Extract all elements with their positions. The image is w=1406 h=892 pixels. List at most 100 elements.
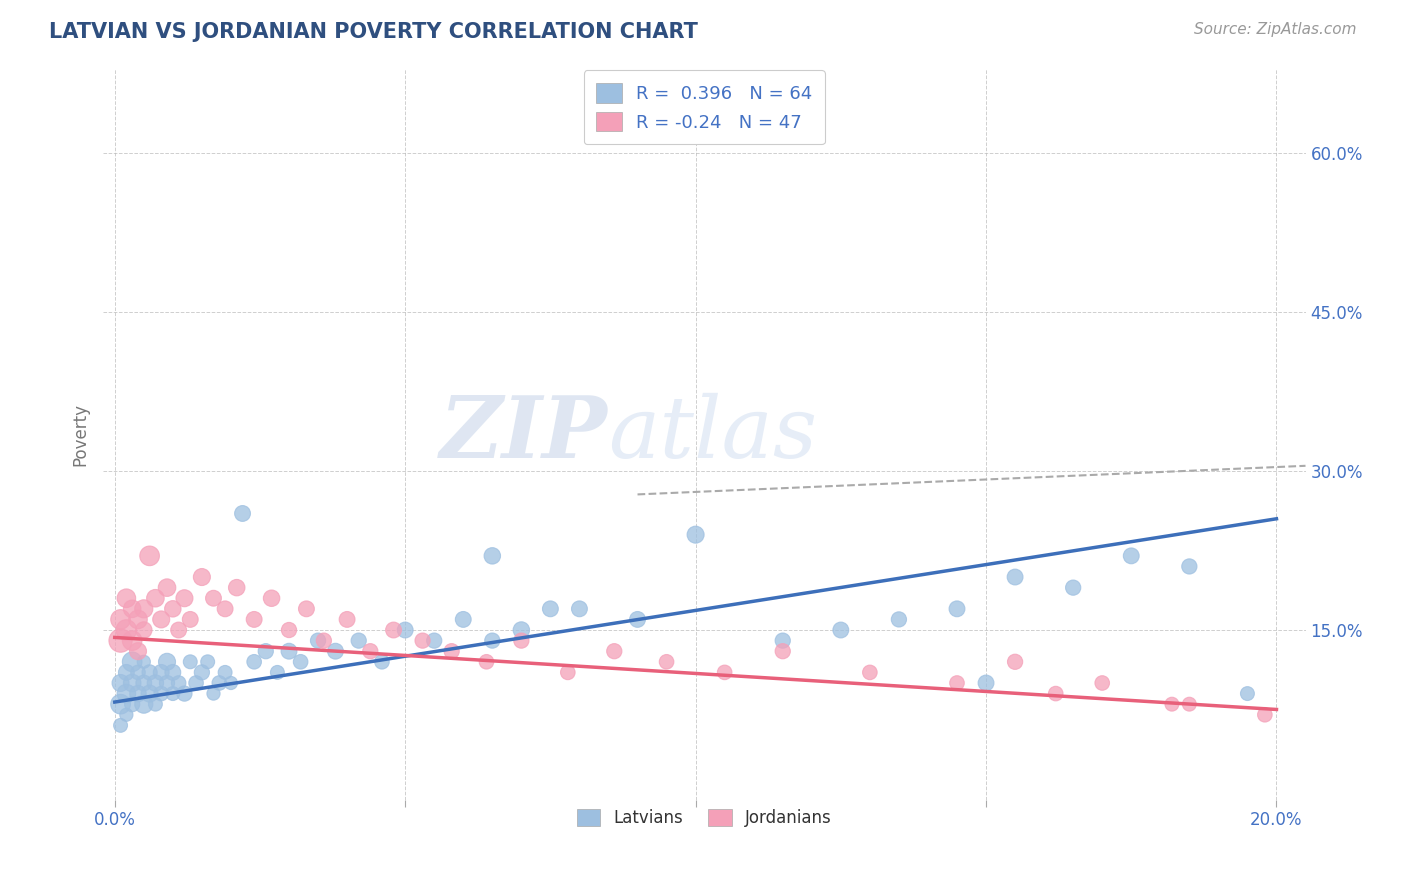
Point [191, 570, 214, 584]
Point [127, 665, 149, 680]
Point [179, 612, 201, 626]
Point [115, 623, 138, 637]
Point [440, 644, 463, 658]
Point [254, 644, 277, 658]
Point [655, 655, 678, 669]
Point [347, 633, 370, 648]
Point [208, 676, 231, 690]
Point [359, 644, 381, 658]
Point [138, 687, 160, 701]
Point [145, 591, 167, 606]
Point [162, 687, 184, 701]
Point [423, 633, 446, 648]
Point [121, 697, 143, 711]
Point [1236, 687, 1258, 701]
Point [887, 612, 910, 626]
Point [685, 527, 707, 541]
Point [974, 676, 997, 690]
Point [214, 602, 236, 616]
Point [371, 655, 394, 669]
Point [191, 665, 214, 680]
Point [1254, 707, 1277, 722]
Point [173, 591, 195, 606]
Point [150, 687, 173, 701]
Point [179, 655, 201, 669]
Point [162, 602, 184, 616]
Point [260, 591, 283, 606]
Point [1161, 697, 1184, 711]
Point [121, 676, 143, 690]
Point [156, 676, 179, 690]
Point [121, 602, 143, 616]
Text: ZIP: ZIP [440, 392, 609, 475]
Point [110, 633, 132, 648]
Point [1091, 676, 1114, 690]
Point [173, 687, 195, 701]
Point [412, 633, 434, 648]
Point [150, 665, 173, 680]
Point [1004, 570, 1026, 584]
Text: atlas: atlas [609, 392, 817, 475]
Point [167, 676, 190, 690]
Point [167, 623, 190, 637]
Point [481, 633, 503, 648]
Point [197, 655, 219, 669]
Text: LATVIAN VS JORDANIAN POVERTY CORRELATION CHART: LATVIAN VS JORDANIAN POVERTY CORRELATION… [49, 22, 699, 42]
Point [626, 612, 648, 626]
Point [202, 591, 225, 606]
Point [156, 581, 179, 595]
Point [138, 665, 160, 680]
Point [475, 655, 498, 669]
Point [713, 665, 735, 680]
Point [132, 602, 155, 616]
Point [115, 707, 138, 722]
Point [451, 612, 474, 626]
Point [110, 718, 132, 732]
Point [132, 697, 155, 711]
Point [295, 602, 318, 616]
Point [184, 676, 207, 690]
Point [132, 623, 155, 637]
Point [1178, 559, 1201, 574]
Point [110, 612, 132, 626]
Text: Source: ZipAtlas.com: Source: ZipAtlas.com [1194, 22, 1357, 37]
Point [214, 665, 236, 680]
Point [156, 655, 179, 669]
Point [557, 665, 579, 680]
Point [1121, 549, 1143, 563]
Point [312, 633, 335, 648]
Point [127, 644, 149, 658]
Point [127, 612, 149, 626]
Point [772, 633, 794, 648]
Point [336, 612, 359, 626]
Point [115, 687, 138, 701]
Point [859, 665, 882, 680]
Point [145, 697, 167, 711]
Point [830, 623, 852, 637]
Point [121, 655, 143, 669]
Point [115, 665, 138, 680]
Point [162, 665, 184, 680]
Point [110, 676, 132, 690]
Point [946, 602, 969, 616]
Point [278, 644, 301, 658]
Point [772, 644, 794, 658]
Point [538, 602, 561, 616]
Point [510, 633, 533, 648]
Point [219, 676, 242, 690]
Point [603, 644, 626, 658]
Point [138, 549, 160, 563]
Point [946, 676, 969, 690]
Point [481, 549, 503, 563]
Point [132, 676, 155, 690]
Y-axis label: Poverty: Poverty [72, 402, 89, 466]
Point [232, 507, 254, 521]
Point [307, 633, 329, 648]
Point [243, 655, 266, 669]
Point [115, 591, 138, 606]
Point [145, 676, 167, 690]
Point [132, 655, 155, 669]
Point [110, 697, 132, 711]
Point [121, 633, 143, 648]
Point [394, 623, 416, 637]
